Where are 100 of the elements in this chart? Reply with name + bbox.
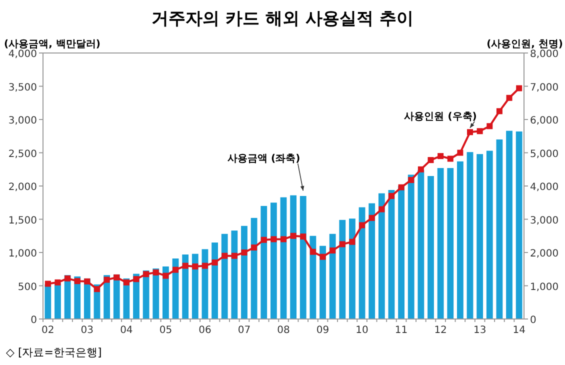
bar <box>270 202 277 319</box>
point <box>84 278 90 284</box>
x-tick-label: 02 <box>42 325 54 336</box>
bar <box>456 161 464 319</box>
x-tick-label: 11 <box>394 325 408 336</box>
y2-tick-label: 7,000 <box>530 82 559 94</box>
point <box>476 128 483 134</box>
bar <box>192 254 198 319</box>
point <box>516 85 522 92</box>
bar <box>349 218 356 319</box>
point <box>349 238 356 245</box>
point <box>486 123 493 130</box>
bar <box>212 242 218 319</box>
y-tick-label: 2,000 <box>8 182 37 193</box>
bar <box>418 170 424 319</box>
point <box>241 250 248 256</box>
bar <box>329 234 336 319</box>
x-tick-label: 09 <box>316 325 330 336</box>
bar <box>476 154 484 319</box>
bar <box>260 206 268 319</box>
chart-title: 거주자의 카드 해외 사용실적 추이 <box>152 9 414 29</box>
bar <box>339 220 346 319</box>
y-tick-label: 1,500 <box>8 215 37 226</box>
point <box>114 274 120 280</box>
bar <box>516 131 522 319</box>
point <box>222 252 228 259</box>
point <box>408 177 414 184</box>
y2-tick-label: 1,000 <box>530 282 559 293</box>
point <box>74 278 80 284</box>
bar <box>466 152 474 319</box>
point <box>104 276 110 283</box>
bar <box>290 195 297 319</box>
bar <box>182 254 189 319</box>
point <box>359 222 366 228</box>
point <box>172 266 179 273</box>
x-tick-label: 03 <box>80 325 94 336</box>
bar <box>358 207 366 319</box>
point <box>388 192 394 199</box>
bar <box>280 197 287 319</box>
bar <box>428 176 434 319</box>
bar <box>447 168 454 319</box>
series-label: 사용인원 (우축) <box>404 112 477 122</box>
point <box>64 275 71 282</box>
bar <box>496 139 503 319</box>
x-tick-label: 14 <box>512 325 526 336</box>
x-tick-label: 10 <box>356 325 368 336</box>
bar <box>378 193 385 319</box>
point <box>418 166 424 172</box>
point <box>368 214 375 221</box>
point <box>231 252 238 259</box>
bar <box>320 246 326 319</box>
text: 사용금액 (좌축) <box>228 153 300 164</box>
point <box>320 254 326 260</box>
bar <box>368 203 376 319</box>
y2-tick-label: 3,000 <box>530 215 559 226</box>
y2-tick-label: 8,000 <box>530 49 559 60</box>
point <box>260 236 267 243</box>
x-tick-label: 07 <box>238 325 251 336</box>
y-axis-title: (사용금액, 백만달러) <box>4 39 100 50</box>
point <box>202 262 208 269</box>
y-tick-label: 4,000 <box>8 49 37 60</box>
bar <box>44 284 52 319</box>
y-tick-label: 3,500 <box>8 82 37 94</box>
y-tick-label: 2,500 <box>8 148 37 160</box>
y2-tick-label: 0 <box>530 315 536 326</box>
point <box>310 248 316 255</box>
y-tick-label: 0 <box>30 315 37 326</box>
point <box>378 206 385 212</box>
bar <box>408 174 414 319</box>
point <box>438 153 444 160</box>
bar <box>437 168 444 319</box>
bar <box>398 186 404 319</box>
point <box>496 108 502 114</box>
y2-axis-title: (사용인원, 천명) <box>486 39 563 50</box>
point <box>192 263 198 270</box>
point <box>428 157 434 164</box>
point <box>182 262 188 269</box>
point <box>280 236 286 242</box>
point <box>44 280 51 287</box>
point <box>251 244 258 251</box>
point <box>506 94 512 101</box>
y2-tick-label: 4,000 <box>530 182 559 193</box>
point <box>290 232 296 239</box>
bar <box>300 196 306 319</box>
x-tick-label: 04 <box>120 325 133 336</box>
point <box>330 248 336 254</box>
y-tick-label: 500 <box>18 282 37 293</box>
bar <box>310 236 316 319</box>
x-tick-label: 08 <box>277 325 290 336</box>
point <box>212 259 218 266</box>
y2-tick-label: 6,000 <box>530 116 559 126</box>
point <box>447 156 454 162</box>
bar <box>250 218 258 319</box>
point <box>300 234 306 240</box>
bar <box>221 234 228 319</box>
point <box>143 271 150 278</box>
point <box>152 269 159 276</box>
y-tick-label: 1,000 <box>8 248 37 260</box>
point <box>54 279 61 286</box>
bar <box>231 230 238 319</box>
